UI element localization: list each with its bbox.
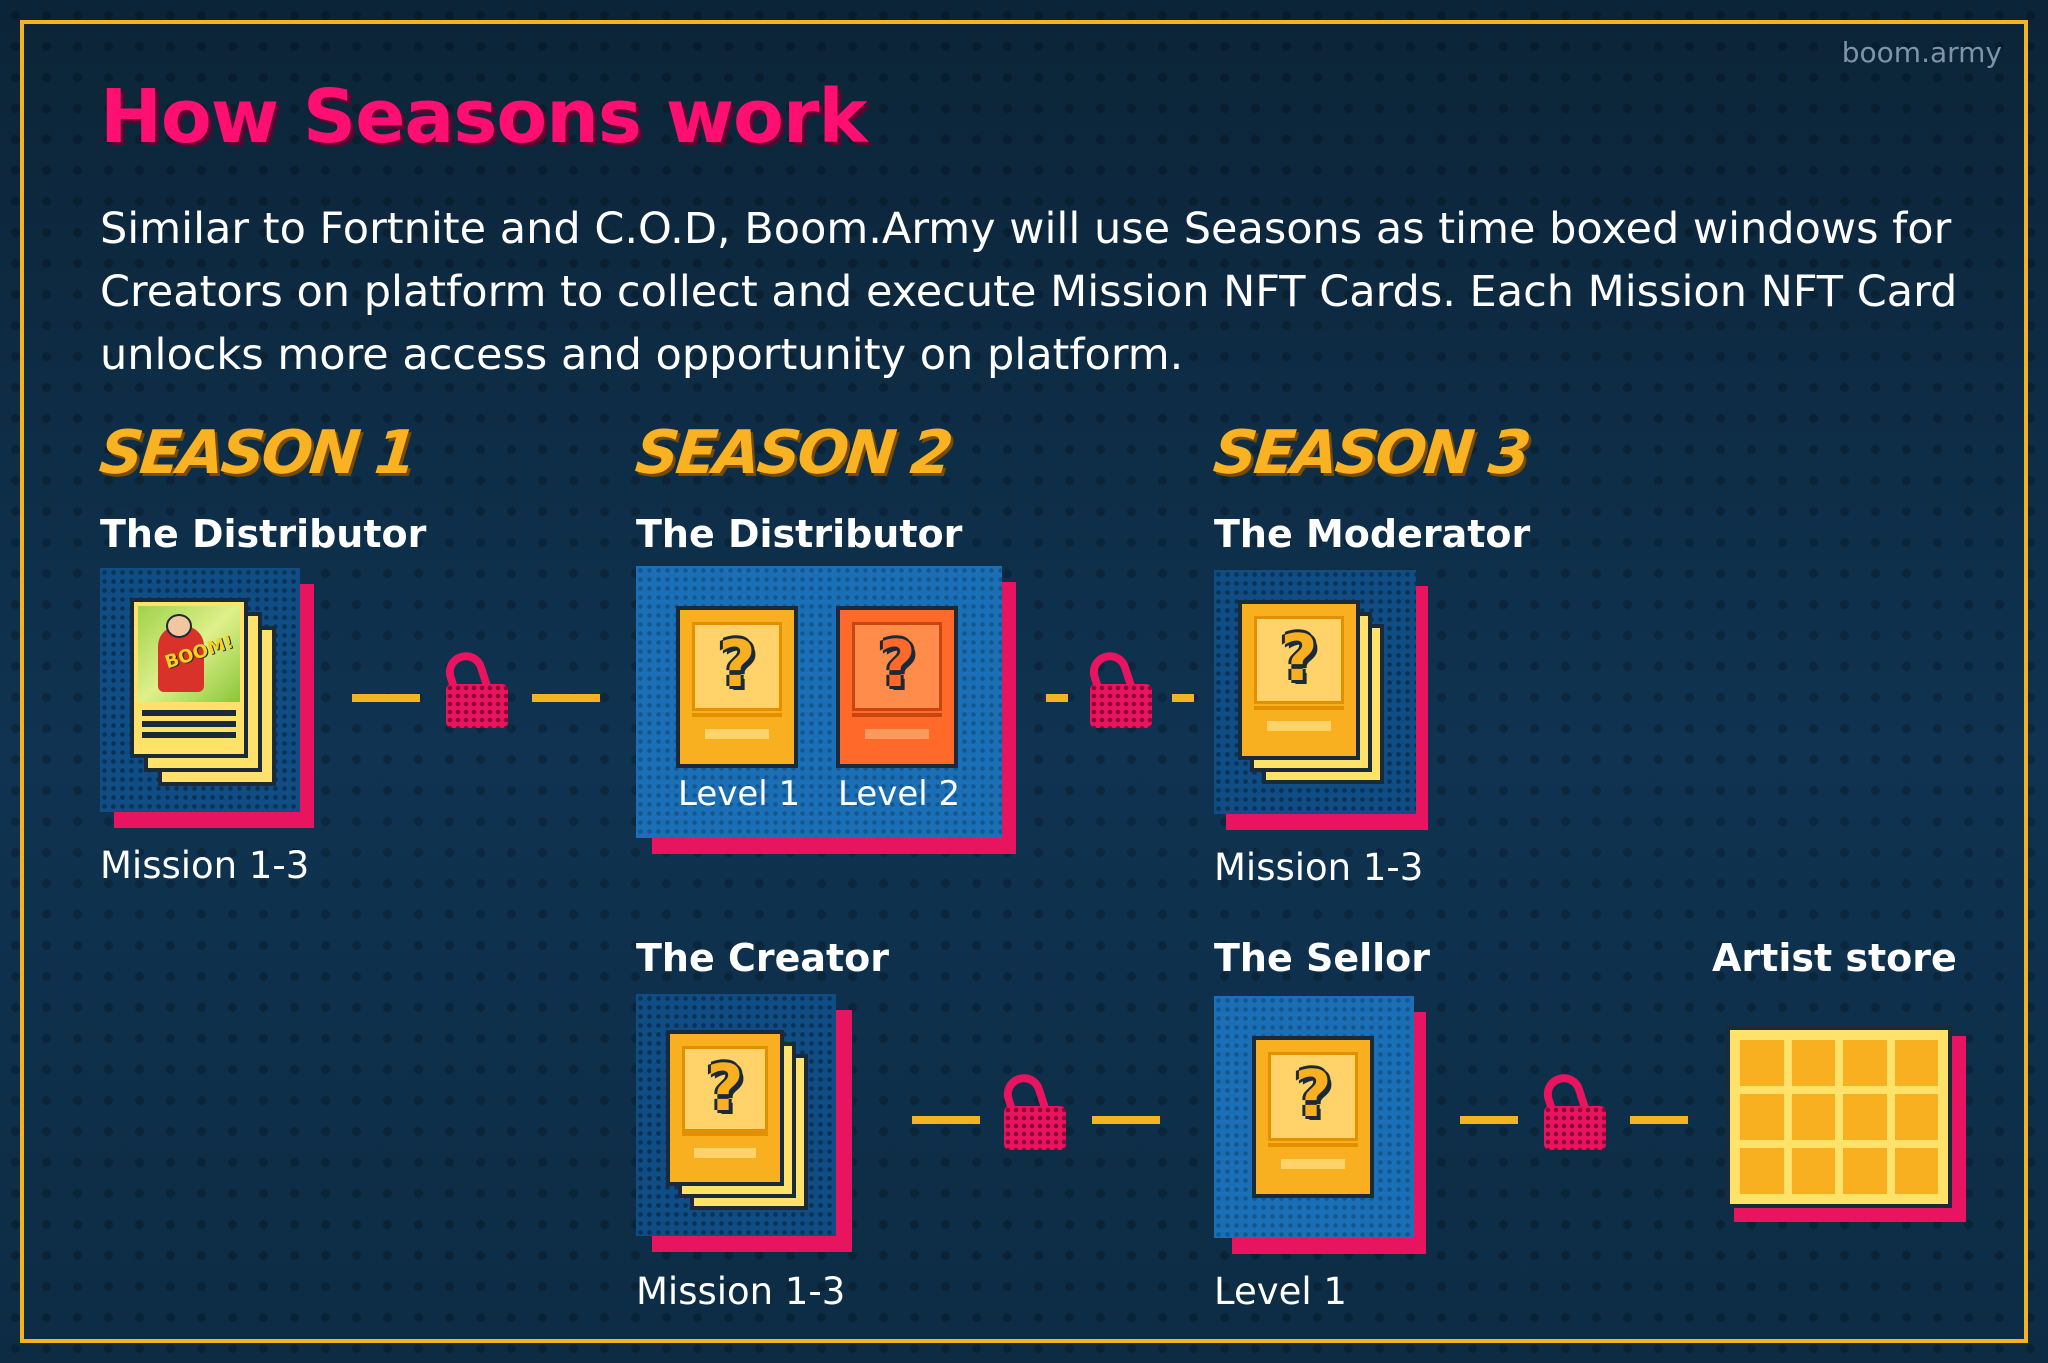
connector-dash	[912, 1116, 980, 1124]
creator-caption: Mission 1-3	[636, 1270, 846, 1313]
connector-dash	[1630, 1116, 1688, 1124]
intro-text: Similar to Fortnite and C.O.D, Boom.Army…	[100, 204, 1958, 380]
connector-dash	[1092, 1116, 1160, 1124]
level-1-card: ?	[676, 606, 798, 768]
season-2-distributor-label: The Distributor	[636, 512, 963, 556]
sellor-level-card: ?	[1252, 1036, 1374, 1198]
sellor-label: The Sellor	[1214, 936, 1431, 980]
unlock-icon	[1538, 1069, 1606, 1150]
artist-store-grid-icon	[1726, 1026, 1952, 1208]
sellor-caption: Level 1	[1214, 1270, 1347, 1313]
connector-dash	[1460, 1116, 1518, 1124]
unlock-icon	[440, 647, 508, 728]
page-title: How Seasons work	[100, 74, 868, 160]
unlock-icon	[1084, 647, 1152, 728]
season-1-caption: Mission 1-3	[100, 844, 310, 887]
moderator-mission-card: ?	[1238, 600, 1360, 760]
level-1-caption: Level 1	[678, 774, 801, 814]
level-2-caption: Level 2	[838, 774, 961, 814]
brand-url: boom.army	[1841, 36, 2002, 69]
creator-label: The Creator	[636, 936, 890, 980]
distributor-mission-card: BOOM!	[130, 598, 248, 758]
artist-store-label: Artist store	[1712, 936, 1957, 980]
connector-dash	[1172, 694, 1194, 702]
season-1-distributor-label: The Distributor	[100, 512, 427, 556]
season-1-heading: SEASON 1	[96, 418, 418, 488]
unlock-icon	[998, 1069, 1066, 1150]
connector-dash	[1046, 694, 1068, 702]
season-3-moderator-label: The Moderator	[1214, 512, 1531, 556]
creator-mission-card: ?	[666, 1030, 784, 1186]
moderator-caption: Mission 1-3	[1214, 846, 1424, 889]
level-2-card: ?	[836, 606, 958, 768]
connector-dash	[352, 694, 420, 702]
connector-dash	[532, 694, 600, 702]
season-3-heading: SEASON 3	[1210, 418, 1532, 488]
season-2-heading: SEASON 2	[632, 418, 954, 488]
